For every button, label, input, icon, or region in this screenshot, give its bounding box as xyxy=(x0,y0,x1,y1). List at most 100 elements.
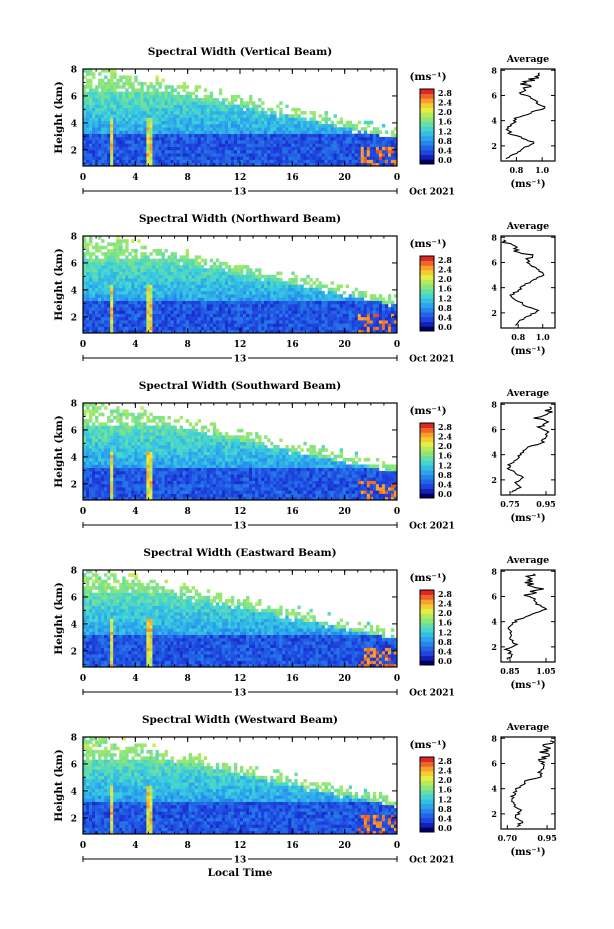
colorbar-segment xyxy=(420,270,434,276)
colorbar-tick-label: 0.8 xyxy=(438,804,452,814)
x-tick-label: 0 xyxy=(394,173,400,183)
x-tick-label: 0 xyxy=(394,507,400,517)
colorbar-tick-label: 1.2 xyxy=(438,293,452,303)
x-tick-label: 0 xyxy=(80,674,86,684)
y-tick-label: 6 xyxy=(71,92,77,102)
x-tick-label: 8 xyxy=(185,507,191,517)
date-day-label: 13 xyxy=(234,188,247,198)
colorbar-tick-label: 2.0 xyxy=(438,107,452,117)
average-y-tick-label: 2 xyxy=(491,809,497,819)
x-tick-label: 8 xyxy=(185,340,191,350)
y-tick-label: 2 xyxy=(71,480,77,490)
average-x-tick-label: 1.0 xyxy=(535,165,549,175)
heatmap-cells xyxy=(83,570,398,668)
colorbar-tick-label: 1.2 xyxy=(438,126,452,136)
average-x-label: (ms⁻¹) xyxy=(510,513,545,524)
colorbar-segment xyxy=(420,298,434,304)
colorbar-frame xyxy=(419,589,435,666)
colorbar-segment xyxy=(420,293,434,299)
colorbar-segment xyxy=(420,622,434,628)
average-profile-line xyxy=(506,406,553,493)
date-month-label: Oct 2021 xyxy=(409,856,455,866)
x-tick-label: 4 xyxy=(132,340,138,350)
colorbar-tick-label: 2.4 xyxy=(438,432,452,442)
colorbar-tick-label: 2.8 xyxy=(438,756,452,766)
colorbar-segment xyxy=(420,154,434,160)
average-y-tick-label: 8 xyxy=(491,733,497,743)
colorbar-segment xyxy=(420,98,434,104)
colorbar-tick-label: 0.8 xyxy=(438,470,452,480)
average-x-tick-label: 0.85 xyxy=(500,666,519,676)
colorbar-unit: (ms⁻¹) xyxy=(409,739,446,751)
x-tick-label: 20 xyxy=(338,340,351,350)
colorbar-unit: (ms⁻¹) xyxy=(409,71,446,83)
average-x-label: (ms⁻¹) xyxy=(510,680,545,691)
colorbar-segment xyxy=(420,655,434,661)
colorbar-segment xyxy=(420,775,434,781)
colorbar-segment xyxy=(420,465,434,471)
y-axis-label: Height (km) xyxy=(53,415,65,487)
x-tick-label: 0 xyxy=(394,674,400,684)
colorbar-segment xyxy=(420,771,434,777)
heatmap-cells xyxy=(83,737,398,835)
average-x-tick-label: 0.8 xyxy=(511,332,525,342)
colorbar-segment xyxy=(420,256,434,261)
colorbar-segment xyxy=(420,479,434,485)
colorbar-segment xyxy=(420,646,434,652)
colorbar-segment xyxy=(420,131,434,137)
colorbar-segment xyxy=(420,803,434,809)
colorbar-segment xyxy=(420,159,434,165)
average-y-tick-label: 4 xyxy=(491,116,497,126)
colorbar-tick-label: 1.6 xyxy=(438,618,452,628)
colorbar-unit: (ms⁻¹) xyxy=(409,405,446,417)
colorbar-segment xyxy=(420,493,434,499)
y-tick-label: 6 xyxy=(71,426,77,436)
y-axis-label: Height (km) xyxy=(53,749,65,821)
x-tick-label: 0 xyxy=(80,340,86,350)
chart-title: Spectral Width (Southward Beam) xyxy=(139,380,341,392)
y-tick-label: 8 xyxy=(71,400,77,410)
x-tick-label: 12 xyxy=(234,674,247,684)
x-tick-label: 16 xyxy=(286,507,299,517)
colorbar-tick-label: 1.6 xyxy=(438,451,452,461)
average-title: Average xyxy=(506,722,549,733)
date-month-label: Oct 2021 xyxy=(409,355,455,365)
colorbar-segment xyxy=(420,140,434,146)
colorbar-tick-label: 2.8 xyxy=(438,88,452,98)
y-axis-label: Height (km) xyxy=(53,248,65,320)
y-tick-label: 2 xyxy=(71,313,77,323)
x-axis-label: Local Time xyxy=(208,867,273,879)
x-tick-label: 16 xyxy=(286,173,299,183)
colorbar-segment xyxy=(420,660,434,666)
y-tick-label: 2 xyxy=(71,146,77,156)
chart-title: Spectral Width (Northward Beam) xyxy=(139,213,341,225)
heatmap-cells xyxy=(83,69,398,167)
date-day-label: 13 xyxy=(234,522,247,532)
colorbar-tick-label: 0.0 xyxy=(438,155,452,165)
colorbar-unit: (ms⁻¹) xyxy=(409,238,446,250)
average-title: Average xyxy=(506,388,549,399)
average-y-tick-label: 8 xyxy=(491,566,497,576)
colorbar-segment xyxy=(420,107,434,113)
y-tick-label: 2 xyxy=(71,647,77,657)
date-day-label: 13 xyxy=(234,856,247,866)
x-tick-label: 0 xyxy=(394,841,400,851)
colorbar-tick-label: 0.0 xyxy=(438,656,452,666)
colorbar-segment xyxy=(420,103,434,109)
colorbar-segment xyxy=(420,627,434,633)
y-axis-label: Height (km) xyxy=(53,81,65,153)
colorbar-tick-label: 2.0 xyxy=(438,441,452,451)
colorbar-segment xyxy=(420,827,434,833)
x-tick-label: 0 xyxy=(80,841,86,851)
panel-4: Spectral Width (Westward Beam) 2 4 6 8 Height… xyxy=(53,714,557,879)
average-y-tick-label: 2 xyxy=(491,475,497,485)
colorbar-tick-label: 0.4 xyxy=(438,813,452,823)
x-tick-label: 20 xyxy=(338,674,351,684)
colorbar-segment xyxy=(420,288,434,294)
average-frame xyxy=(500,736,556,830)
y-tick-label: 4 xyxy=(71,787,77,797)
colorbar-segment xyxy=(420,326,434,332)
average-x-tick-label: 0.95 xyxy=(536,499,555,509)
average-y-tick-label: 4 xyxy=(491,283,497,293)
average-y-tick-label: 6 xyxy=(491,591,497,601)
